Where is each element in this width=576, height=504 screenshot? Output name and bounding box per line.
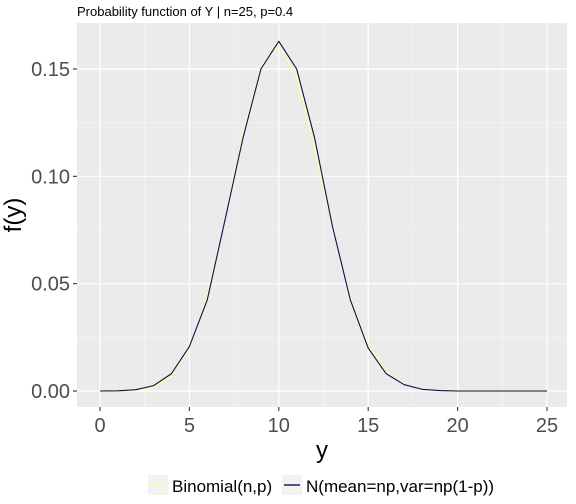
y-axis: 0.00 0.05 0.10 0.15 — [31, 59, 77, 403]
y-tick-label: 0.15 — [31, 59, 70, 81]
plot-panel — [77, 23, 567, 407]
x-tick-label: 20 — [446, 415, 468, 437]
legend: Binomial(n,p) N(mean=np,var=np(1-p)) — [148, 475, 494, 496]
x-tick-label: 10 — [268, 415, 290, 437]
x-tick-label: 0 — [94, 415, 105, 437]
chart-title: Probability function of Y | n=25, p=0.4 — [77, 4, 293, 19]
y-tick-label: 0.10 — [31, 166, 70, 188]
x-axis: 0 5 10 15 20 25 — [94, 407, 558, 437]
y-tick-label: 0.00 — [31, 381, 70, 403]
x-tick-label: 15 — [357, 415, 379, 437]
x-tick-label: 5 — [184, 415, 195, 437]
legend-label-2: N(mean=np,var=np(1-p)) — [306, 477, 494, 496]
legend-label-1: Binomial(n,p) — [172, 477, 272, 496]
x-axis-title: y — [316, 437, 328, 464]
series-line-2 — [99, 40, 547, 392]
grid-minor — [77, 23, 567, 407]
x-tick-label: 25 — [536, 415, 558, 437]
y-axis-title: f(y) — [0, 198, 27, 233]
y-tick-label: 0.05 — [31, 274, 70, 296]
series-lines — [99, 40, 547, 392]
